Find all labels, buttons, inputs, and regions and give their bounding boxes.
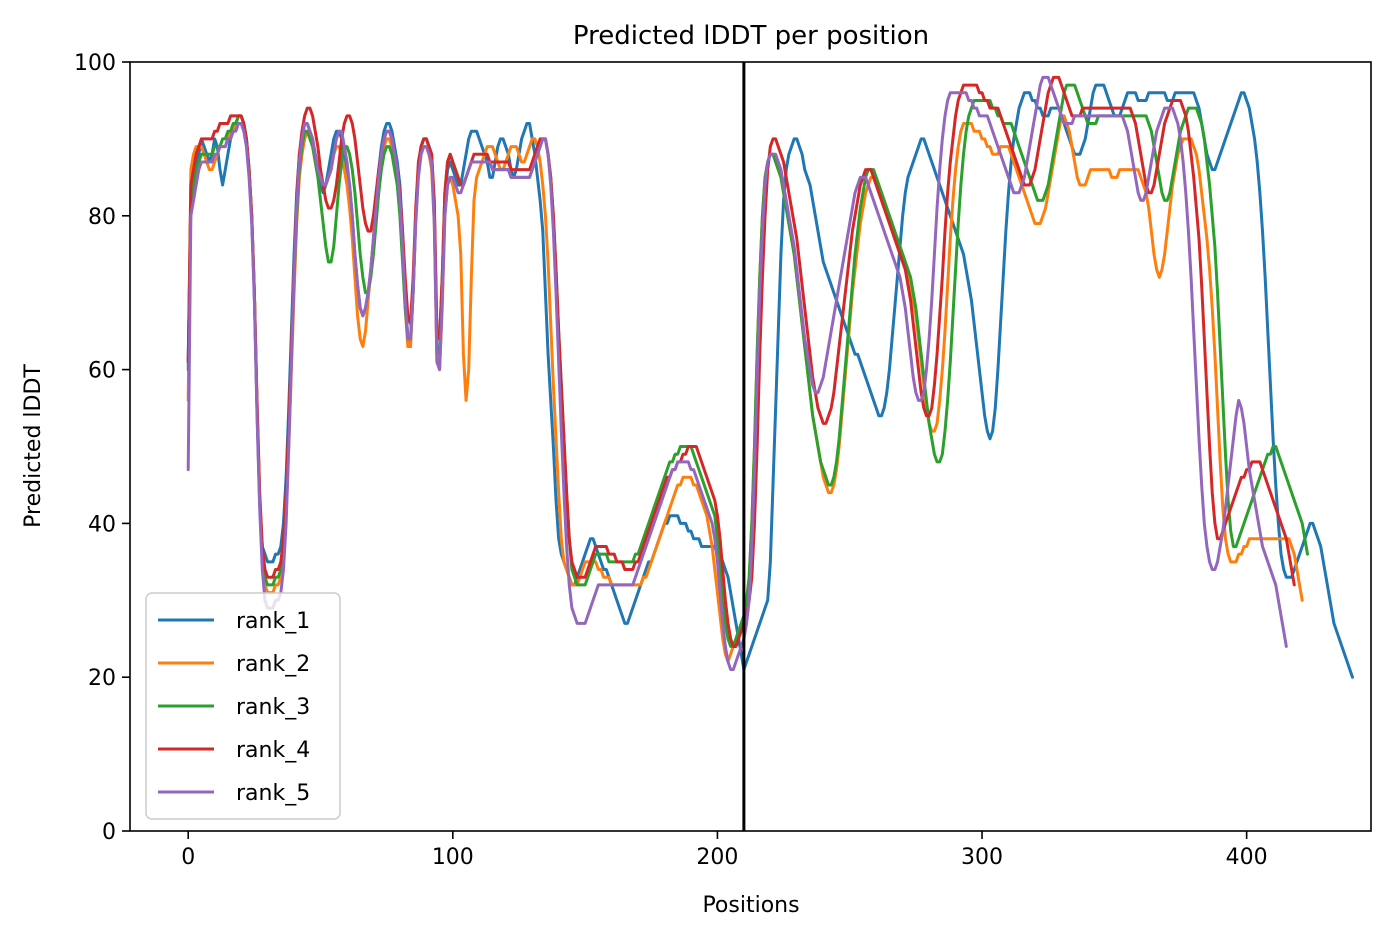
y-tick-label: 100 (74, 51, 116, 76)
legend-label-rank_2: rank_2 (236, 652, 310, 677)
y-tick-label: 80 (88, 205, 116, 230)
legend-label-rank_5: rank_5 (236, 781, 310, 806)
y-tick-label: 0 (102, 820, 116, 845)
legend-label-rank_3: rank_3 (236, 695, 310, 720)
x-tick-label: 300 (961, 845, 1003, 870)
y-tick-label: 60 (88, 359, 116, 384)
x-tick-label: 200 (696, 845, 738, 870)
y-tick-label: 40 (88, 512, 116, 537)
legend-label-rank_1: rank_1 (236, 609, 310, 634)
series-line-rank_5 (186, 75, 1288, 672)
plot-frame (129, 61, 1372, 832)
legend-label-rank_4: rank_4 (236, 738, 310, 763)
x-tick-label: 0 (181, 845, 195, 870)
y-tick-label: 20 (88, 666, 116, 691)
x-tick-label: 100 (432, 845, 474, 870)
x-tick-label: 400 (1226, 845, 1268, 870)
series-line-rank_4 (186, 75, 1296, 648)
axis-ticks: 0 100 200 300 400 0 20 40 60 80 100 (74, 51, 1268, 870)
chart-title: Predicted lDDT per position (573, 21, 929, 51)
plot-area (186, 62, 1354, 831)
x-axis-label: Positions (702, 893, 799, 918)
legend: rank_1 rank_2 rank_3 rank_4 rank_5 (145, 592, 341, 820)
legend-box (145, 592, 341, 820)
y-axis-label: Predicted lDDT (21, 364, 46, 528)
